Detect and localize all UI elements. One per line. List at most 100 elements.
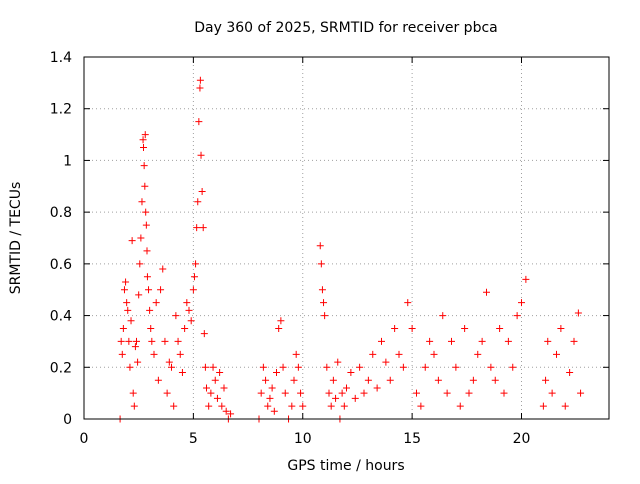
data-point xyxy=(434,376,442,384)
data-point xyxy=(413,389,420,397)
data-point xyxy=(448,337,455,345)
data-point xyxy=(189,286,197,294)
data-point xyxy=(577,389,585,397)
data-point xyxy=(399,363,407,371)
data-point xyxy=(220,384,228,392)
data-point xyxy=(192,260,200,268)
data-point xyxy=(360,389,368,397)
data-point xyxy=(478,337,486,345)
data-point xyxy=(118,350,126,358)
data-point xyxy=(332,394,340,402)
data-point xyxy=(139,136,147,144)
data-point xyxy=(281,389,289,397)
data-point xyxy=(522,275,530,283)
data-point xyxy=(259,363,267,371)
data-point xyxy=(290,376,298,384)
data-point xyxy=(321,312,329,320)
data-point xyxy=(207,389,215,397)
data-point xyxy=(378,337,385,345)
data-point xyxy=(170,402,178,410)
data-point xyxy=(137,234,145,242)
data-point xyxy=(165,358,173,366)
data-point xyxy=(128,237,136,245)
data-point xyxy=(138,198,146,206)
data-point xyxy=(222,407,230,415)
data-point xyxy=(140,144,147,151)
data-point xyxy=(316,242,324,250)
data-point xyxy=(200,330,208,338)
data-point xyxy=(320,299,328,307)
data-point xyxy=(292,350,300,358)
data-point xyxy=(163,389,171,397)
data-point xyxy=(159,265,167,273)
data-point xyxy=(443,389,451,397)
grid-layer xyxy=(84,57,609,419)
data-point xyxy=(329,376,337,384)
data-point xyxy=(194,198,202,206)
data-point xyxy=(347,368,355,376)
data-point xyxy=(430,350,438,358)
data-point xyxy=(557,325,565,332)
data-point xyxy=(456,402,464,410)
data-point xyxy=(127,317,135,325)
data-point xyxy=(143,247,151,255)
data-point xyxy=(218,402,226,410)
data-point xyxy=(566,368,574,376)
data-point xyxy=(461,325,469,332)
data-point xyxy=(275,325,283,332)
data-point xyxy=(172,312,180,320)
data-point xyxy=(421,363,429,371)
y-tick-label: 0.8 xyxy=(50,205,72,221)
plot-frame xyxy=(83,56,610,420)
data-point xyxy=(338,389,346,397)
data-point xyxy=(146,306,154,314)
data-point xyxy=(157,286,165,294)
data-point xyxy=(129,389,137,397)
data-point xyxy=(152,299,160,307)
y-axis-label: SRMTID / TECUs xyxy=(8,182,24,295)
data-point xyxy=(187,317,195,325)
data-point xyxy=(198,187,206,195)
data-point xyxy=(500,389,508,397)
data-point xyxy=(483,288,490,296)
data-point xyxy=(161,337,169,345)
data-point xyxy=(487,363,495,371)
data-point xyxy=(465,389,473,397)
data-point xyxy=(542,376,550,384)
data-point xyxy=(134,358,142,366)
data-point xyxy=(195,118,203,126)
data-point xyxy=(262,376,270,384)
data-point xyxy=(518,299,525,307)
data-point xyxy=(143,273,151,281)
data-point xyxy=(496,325,504,332)
data-point xyxy=(136,260,144,268)
data-point xyxy=(343,384,350,392)
x-tick-label: 20 xyxy=(513,431,531,447)
data-point xyxy=(196,76,204,84)
data-points-layer xyxy=(116,76,585,423)
data-point xyxy=(122,278,130,286)
chart-title: Day 360 of 2025, SRMTID for receiver pbc… xyxy=(194,20,497,36)
data-point xyxy=(181,325,189,332)
data-point xyxy=(213,394,221,402)
data-point xyxy=(340,402,348,410)
data-point xyxy=(193,224,201,232)
data-point xyxy=(266,394,274,402)
data-point xyxy=(196,84,204,92)
data-point xyxy=(197,151,205,159)
data-point xyxy=(334,358,342,366)
data-point xyxy=(279,363,287,371)
data-point xyxy=(356,363,364,371)
data-point xyxy=(216,368,224,376)
data-point xyxy=(135,291,143,299)
data-point xyxy=(211,376,219,384)
axis-layer: 0 5 10 15 20 0 0.2 0.4 0.6 0.8 1 1.2 1.4 xyxy=(50,50,609,447)
data-point xyxy=(491,376,499,384)
data-point xyxy=(391,325,399,332)
data-point xyxy=(373,384,381,392)
data-point xyxy=(176,350,184,358)
data-point xyxy=(117,337,125,345)
data-point xyxy=(130,402,138,410)
